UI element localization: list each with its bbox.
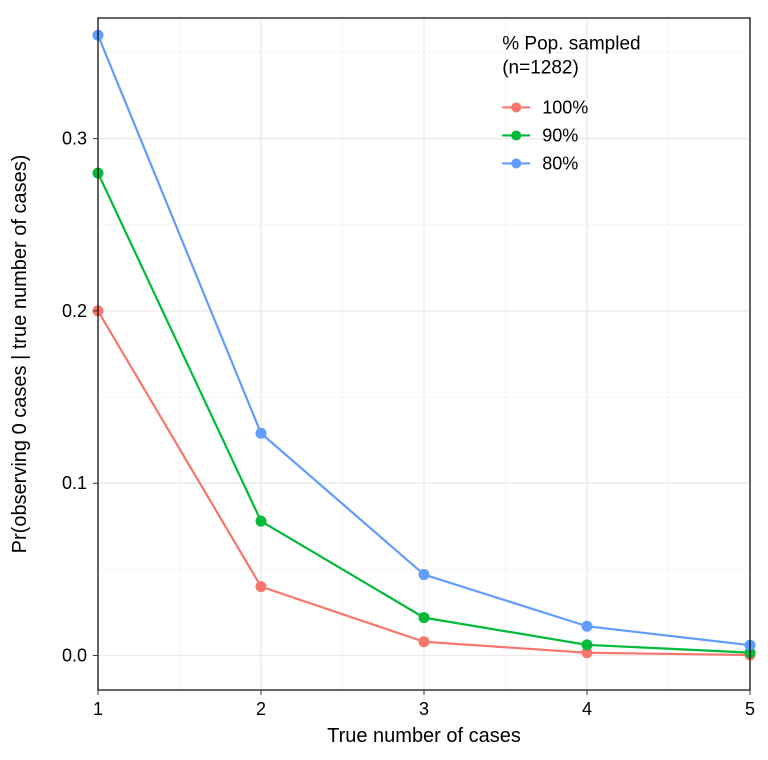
series-point bbox=[419, 612, 430, 623]
y-tick-label: 0.1 bbox=[62, 473, 87, 493]
legend-title-line1: % Pop. sampled bbox=[502, 33, 640, 54]
legend-label: 80% bbox=[542, 153, 578, 173]
x-axis-title: True number of cases bbox=[327, 725, 521, 747]
legend-swatch-point bbox=[511, 102, 521, 112]
chart-container: 1 2 3 4 5 True number of cases 0.0 0.1 0.2 0.3 Pr(… bbox=[0, 0, 768, 760]
legend-label: 100% bbox=[542, 97, 588, 117]
x-tick-label: 5 bbox=[745, 699, 755, 719]
series-point bbox=[256, 516, 267, 527]
x-tick-label: 1 bbox=[93, 699, 103, 719]
line-chart: 1 2 3 4 5 True number of cases 0.0 0.1 0.2 0.3 Pr(… bbox=[0, 0, 768, 760]
series-point bbox=[256, 581, 267, 592]
series-point bbox=[256, 428, 267, 439]
y-tick-label: 0.3 bbox=[62, 129, 87, 149]
x-tick-label: 4 bbox=[582, 699, 592, 719]
series-point bbox=[419, 636, 430, 647]
legend-label: 90% bbox=[542, 125, 578, 145]
y-tick-label: 0.0 bbox=[62, 646, 87, 666]
x-tick-label: 3 bbox=[419, 699, 429, 719]
x-tick-label: 2 bbox=[256, 699, 266, 719]
legend-swatch-point bbox=[511, 158, 521, 168]
series-point bbox=[582, 621, 593, 632]
legend-swatch-point bbox=[511, 130, 521, 140]
y-tick-label: 0.2 bbox=[62, 301, 87, 321]
legend-title-line2: (n=1282) bbox=[502, 57, 579, 78]
y-axis-title: Pr(observing 0 cases | true number of ca… bbox=[9, 155, 31, 554]
series-point bbox=[419, 569, 430, 580]
series-point bbox=[582, 639, 593, 650]
